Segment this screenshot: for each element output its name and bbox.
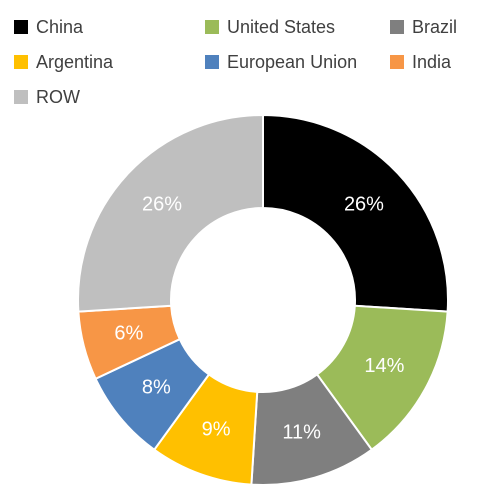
legend-label: ROW [36, 87, 80, 107]
data-label: 8% [142, 377, 171, 399]
legend-swatch [390, 20, 404, 34]
legend-label: European Union [227, 52, 357, 72]
donut-slice [262, 113, 449, 313]
data-label: 6% [114, 323, 143, 345]
legend-label: Argentina [36, 52, 114, 72]
legend-swatch [14, 20, 28, 34]
data-label: 26% [142, 193, 182, 215]
legend-swatch [14, 90, 28, 104]
legend-swatch [390, 55, 404, 69]
data-label: 26% [344, 193, 384, 215]
legend-swatch [14, 55, 28, 69]
legend-label: China [36, 17, 84, 37]
donut-slice [77, 113, 264, 313]
data-label: 11% [282, 421, 321, 443]
data-label: 9% [202, 419, 231, 441]
legend-label: India [412, 52, 452, 72]
data-label: 14% [364, 355, 404, 377]
legend-label: Brazil [412, 17, 457, 37]
legend-swatch [205, 55, 219, 69]
legend-swatch [205, 20, 219, 34]
legend-label: United States [227, 17, 335, 37]
